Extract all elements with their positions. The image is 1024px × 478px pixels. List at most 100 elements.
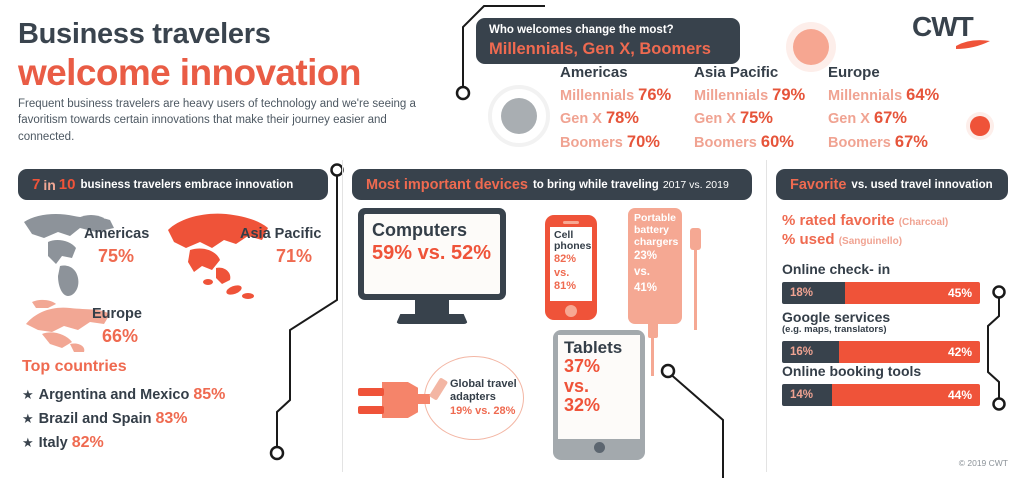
region-row: Boomers 60% bbox=[694, 133, 805, 152]
bar-segment-favorite: 14% bbox=[782, 384, 832, 407]
bar-segment-favorite: 16% bbox=[782, 340, 840, 363]
row-label: Gen X bbox=[694, 111, 736, 127]
row-label: Boomers bbox=[560, 134, 623, 151]
legend-used-label: % used bbox=[782, 231, 835, 248]
legend-favorite-label: % rated favorite bbox=[782, 212, 895, 229]
left-panel-header: 7 in 10 business travelers embrace innov… bbox=[18, 169, 328, 200]
bar-segment-used: 42% bbox=[839, 340, 980, 363]
list-item: ★ Argentina and Mexico 85% bbox=[22, 386, 225, 404]
stat-denominator: 10 bbox=[58, 176, 76, 193]
country-value: 83% bbox=[155, 410, 188, 427]
cellphones-label: Cell phones bbox=[554, 229, 592, 253]
region-row: Millennials 79% bbox=[694, 86, 805, 105]
map-label-europe: Europe bbox=[92, 306, 142, 322]
bar-value-used: 42% bbox=[947, 344, 972, 359]
power-plug-icon bbox=[382, 382, 418, 418]
bar-label: Online check- in bbox=[782, 261, 891, 277]
bar-value-used: 45% bbox=[947, 286, 972, 301]
right-panel-header: Favorite vs. used travel innovation bbox=[776, 169, 1008, 200]
copyright-notice: © 2019 CWT bbox=[958, 458, 1008, 468]
middle-panel-header: Most important devices to bring while tr… bbox=[352, 169, 752, 200]
middle-header-years: 2017 vs. 2019 bbox=[662, 178, 729, 191]
adapters-label: Global travel adapters bbox=[450, 378, 517, 403]
bar-value-favorite: 16% bbox=[790, 345, 814, 358]
plug-prong-top bbox=[358, 388, 384, 396]
salmon-circle-decoration bbox=[786, 22, 836, 72]
row-label: Boomers bbox=[694, 134, 757, 151]
charger-vs: vs. bbox=[634, 266, 650, 279]
tablets-label: Tablets bbox=[564, 338, 623, 357]
asia-pacific-map-icon bbox=[168, 213, 268, 299]
charger-label: Portable battery chargers bbox=[634, 212, 679, 248]
cellphones-value-2: 81% bbox=[554, 280, 577, 293]
stacked-bar: 16% 42% bbox=[782, 340, 980, 363]
gray-circle-decoration bbox=[488, 85, 550, 147]
right-header-bold: Favorite bbox=[790, 176, 847, 193]
country-name: Argentina and Mexico bbox=[38, 387, 190, 403]
row-value: 78% bbox=[605, 109, 639, 127]
page-subtitle: Frequent business travelers are heavy us… bbox=[18, 98, 416, 143]
charger-value-1: 23% bbox=[634, 250, 658, 263]
bar-sublabel: (e.g. maps, translators) bbox=[782, 324, 887, 336]
bar-value-used: 44% bbox=[947, 388, 972, 403]
row-value: 60% bbox=[760, 132, 794, 151]
page-title-line2: welcome innovation bbox=[18, 52, 361, 93]
map-label-americas: Americas bbox=[84, 226, 150, 242]
row-value: 76% bbox=[638, 85, 672, 104]
map-label-asia-pacific: Asia Pacific bbox=[240, 226, 322, 242]
phone-home-button bbox=[565, 305, 577, 317]
tablet-icon: Tablets 37% vs. 32% bbox=[553, 330, 645, 460]
bar-label: Google services bbox=[782, 309, 891, 325]
bar-segment-favorite: 18% bbox=[782, 282, 846, 305]
region-block-americas: Americas Millennials 76% Gen X 78% Boome… bbox=[560, 64, 671, 152]
region-block-europe: Europe Millennials 64% Gen X 67% Boomers… bbox=[828, 64, 939, 152]
bar-label: Online booking tools bbox=[782, 363, 922, 379]
cellphones-value-1: 82% bbox=[554, 253, 577, 266]
country-name: Brazil and Spain bbox=[38, 411, 152, 427]
right-header-normal: vs. used travel innovation bbox=[851, 178, 993, 191]
region-row: Boomers 70% bbox=[560, 133, 671, 152]
callout-question: Who welcomes change the most? bbox=[489, 24, 674, 36]
list-item: ★ Italy 82% bbox=[22, 434, 104, 452]
row-label: Millennials bbox=[694, 87, 769, 104]
map-value-americas: 75% bbox=[98, 246, 135, 266]
region-row: Gen X 78% bbox=[560, 109, 671, 128]
legend-favorite-color: (Charcoal) bbox=[898, 217, 949, 228]
europe-map-icon bbox=[26, 299, 110, 352]
row-value: 64% bbox=[906, 85, 940, 104]
map-value-asia-pacific: 71% bbox=[276, 246, 313, 266]
bar-value-favorite: 18% bbox=[790, 287, 814, 300]
bar-value-favorite: 14% bbox=[790, 389, 814, 402]
region-name: Asia Pacific bbox=[694, 64, 779, 81]
top-countries-title: Top countries bbox=[22, 358, 127, 375]
star-icon: ★ bbox=[22, 411, 34, 426]
row-label: Boomers bbox=[828, 134, 891, 151]
legend-item-used: % used (Sanguinello) bbox=[782, 231, 948, 248]
charger-cable-lower bbox=[651, 336, 654, 376]
panel-divider-right bbox=[766, 160, 767, 472]
monitor-stand-base bbox=[396, 314, 468, 324]
middle-header-normal: to bring while traveling bbox=[532, 178, 659, 191]
charger-cable bbox=[694, 250, 697, 330]
americas-map-icon bbox=[24, 214, 114, 296]
star-icon: ★ bbox=[22, 387, 34, 402]
page-title-line1: Business travelers bbox=[18, 18, 271, 50]
plug-tip bbox=[416, 394, 430, 404]
row-value: 75% bbox=[739, 109, 773, 127]
tablets-value-1: 37% bbox=[564, 355, 601, 376]
chart-legend: % rated favorite (Charcoal) % used (Sang… bbox=[782, 212, 948, 248]
bar-block-google-services: Google services (e.g. maps, translators)… bbox=[782, 309, 980, 363]
row-value: 79% bbox=[772, 85, 806, 104]
left-panel-header-text: business travelers embrace innovation bbox=[80, 178, 294, 191]
row-value: 70% bbox=[626, 132, 660, 151]
panel-divider-left bbox=[342, 160, 343, 472]
map-value-europe: 66% bbox=[102, 326, 139, 346]
bar-segment-used: 45% bbox=[845, 282, 980, 305]
country-value: 82% bbox=[71, 434, 104, 451]
star-icon: ★ bbox=[22, 435, 34, 450]
stat-numerator: 7 bbox=[32, 176, 41, 193]
row-value: 67% bbox=[873, 109, 907, 127]
region-row: Gen X 67% bbox=[828, 109, 939, 128]
region-block-asia-pacific: Asia Pacific Millennials 79% Gen X 75% B… bbox=[694, 64, 805, 152]
